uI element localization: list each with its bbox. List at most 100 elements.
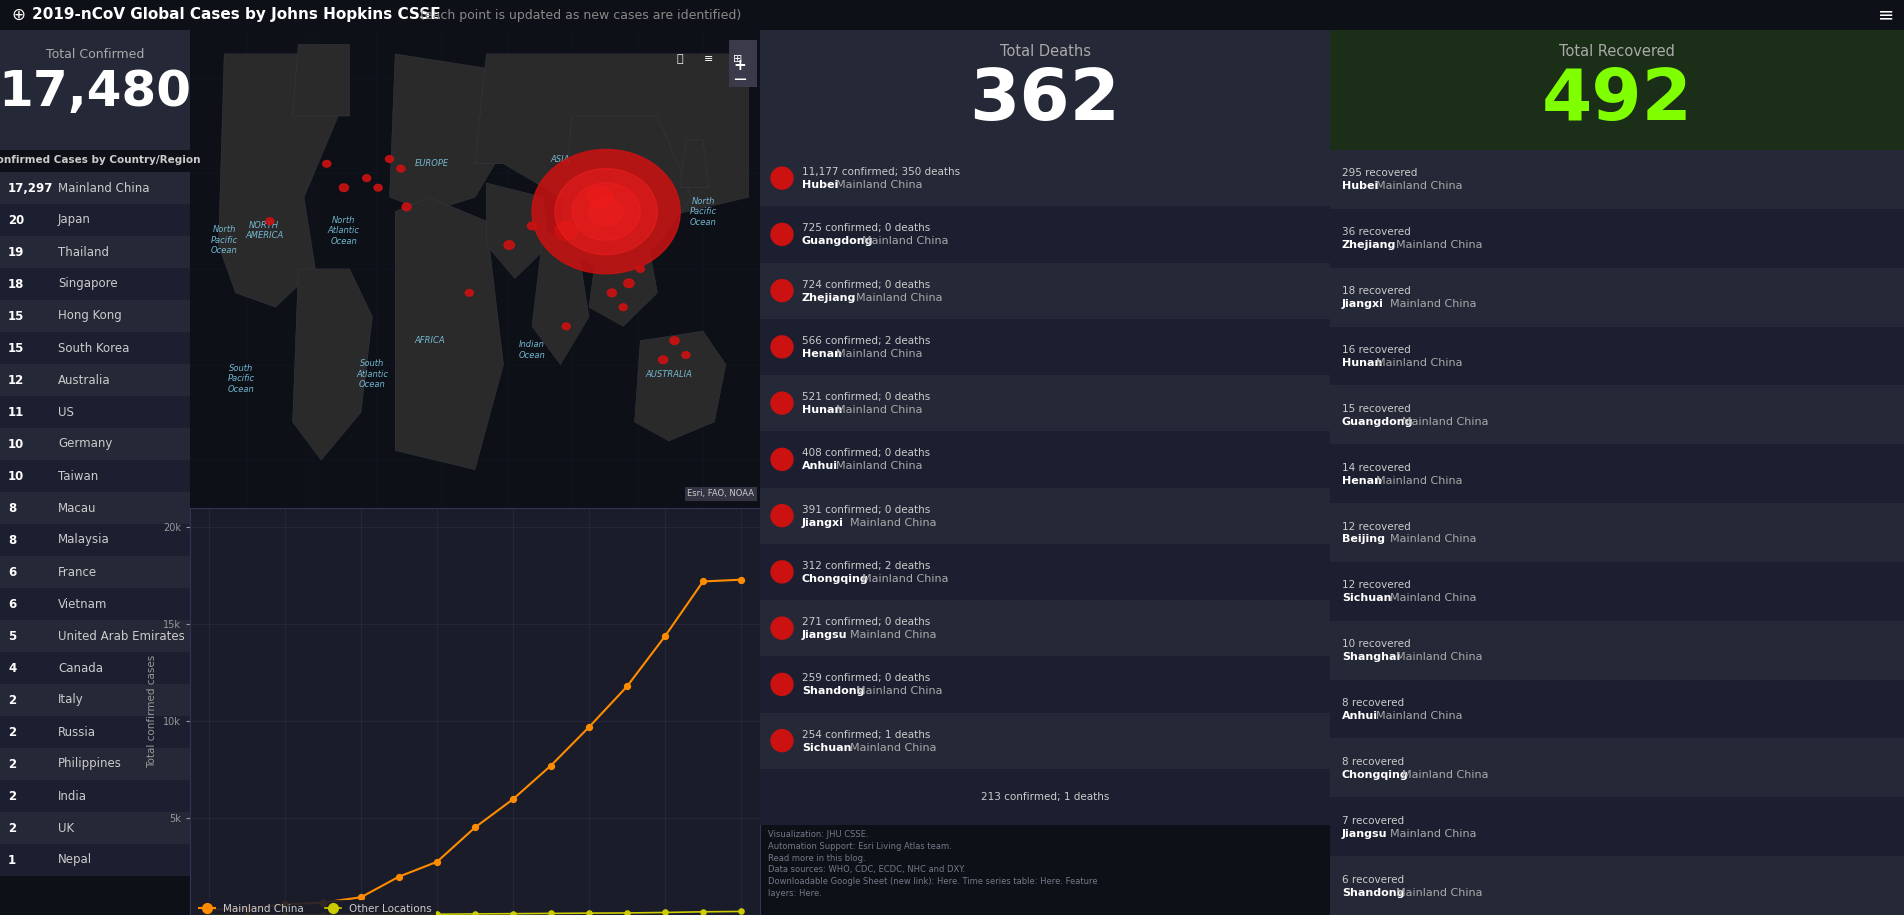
Polygon shape [486, 183, 548, 278]
Bar [0, 812, 190, 844]
Text: Anhui: Anhui [1342, 711, 1378, 721]
Circle shape [607, 289, 617, 296]
Text: Russia: Russia [57, 726, 95, 738]
Bar [760, 656, 1331, 713]
Point [459, 820, 489, 834]
Circle shape [619, 304, 626, 310]
Text: 12: 12 [8, 373, 25, 386]
Point [423, 855, 453, 869]
Text: Jiangsu: Jiangsu [802, 630, 847, 640]
Circle shape [571, 183, 640, 241]
Point [423, 907, 453, 915]
Text: 15: 15 [8, 341, 25, 354]
Text: 2: 2 [8, 758, 15, 770]
Text: 7 recovered: 7 recovered [1342, 816, 1403, 825]
Point [497, 791, 527, 806]
Polygon shape [390, 54, 503, 211]
Text: Mainland China: Mainland China [1377, 358, 1462, 368]
Bar [0, 30, 190, 150]
Bar [760, 431, 1331, 488]
Bar [0, 652, 190, 684]
Bar [0, 268, 190, 300]
Text: North
Pacific
Ocean: North Pacific Ocean [211, 225, 238, 255]
Text: 2: 2 [8, 822, 15, 834]
Text: 521 confirmed; 0 deaths: 521 confirmed; 0 deaths [802, 393, 931, 402]
Polygon shape [396, 198, 503, 469]
Point [385, 907, 415, 915]
Text: Mainland China: Mainland China [1403, 417, 1489, 426]
Text: Jiangxi: Jiangxi [802, 518, 843, 528]
Circle shape [771, 505, 792, 527]
Text: −: − [733, 71, 748, 89]
Bar [760, 150, 1331, 206]
Text: Mainland China: Mainland China [1396, 888, 1483, 898]
Text: Henan: Henan [802, 349, 842, 359]
Text: Mainland China: Mainland China [1396, 652, 1483, 662]
Text: Mainland China: Mainland China [57, 181, 150, 195]
Bar [760, 600, 1331, 656]
Bar [1331, 385, 1904, 444]
Point [611, 679, 642, 694]
Bar [0, 716, 190, 748]
Text: Mainland China: Mainland China [863, 236, 948, 246]
Text: Jiangsu: Jiangsu [1342, 829, 1388, 839]
Text: Mainland China: Mainland China [863, 574, 948, 584]
Circle shape [771, 167, 792, 189]
Text: Hunan: Hunan [802, 405, 842, 415]
Text: Sichuan: Sichuan [1342, 593, 1392, 603]
Text: 2: 2 [8, 726, 15, 738]
Text: South Korea: South Korea [57, 341, 129, 354]
Text: Hubei: Hubei [802, 180, 838, 190]
Circle shape [402, 203, 411, 210]
Text: 259 confirmed; 0 deaths: 259 confirmed; 0 deaths [802, 673, 931, 684]
Point [687, 905, 718, 915]
Text: Hunan: Hunan [1342, 358, 1382, 368]
Point [535, 759, 565, 773]
Circle shape [396, 166, 406, 172]
Text: 8 recovered: 8 recovered [1342, 757, 1403, 767]
Text: Mainland China: Mainland China [836, 405, 923, 415]
Bar [0, 844, 190, 876]
Text: Thailand: Thailand [57, 245, 109, 259]
Point [459, 907, 489, 915]
Text: Mainland China: Mainland China [857, 293, 942, 303]
Text: Japan: Japan [57, 213, 91, 227]
Text: Singapore: Singapore [57, 277, 118, 290]
Y-axis label: Total confirmed cases: Total confirmed cases [147, 655, 158, 768]
Bar [760, 713, 1331, 769]
Point [573, 720, 604, 735]
Point [194, 902, 225, 915]
Circle shape [362, 175, 371, 181]
Bar [0, 236, 190, 268]
Text: 271 confirmed; 0 deaths: 271 confirmed; 0 deaths [802, 617, 931, 627]
Text: 15: 15 [8, 309, 25, 322]
Circle shape [625, 279, 634, 287]
Circle shape [465, 289, 474, 296]
Text: EUROPE: EUROPE [415, 159, 449, 168]
Point [725, 573, 756, 587]
Bar [760, 206, 1331, 263]
Text: 11: 11 [8, 405, 25, 418]
Text: Mainland China: Mainland China [857, 686, 942, 696]
Text: Chongqing: Chongqing [1342, 770, 1409, 780]
Text: India: India [57, 790, 88, 802]
Text: Mainland China: Mainland China [849, 630, 937, 640]
Text: Germany: Germany [57, 437, 112, 450]
Text: 724 confirmed; 0 deaths: 724 confirmed; 0 deaths [802, 280, 931, 290]
Text: 10: 10 [8, 437, 25, 450]
Text: 15 recovered: 15 recovered [1342, 404, 1411, 414]
Bar [1331, 680, 1904, 738]
Circle shape [771, 617, 792, 639]
Polygon shape [293, 269, 373, 460]
Text: 391 confirmed; 0 deaths: 391 confirmed; 0 deaths [802, 505, 931, 514]
Text: South
Pacific
Ocean: South Pacific Ocean [228, 364, 255, 393]
Text: 17,297: 17,297 [8, 181, 53, 195]
Text: Mainland China: Mainland China [836, 180, 923, 190]
Text: Mainland China: Mainland China [849, 518, 937, 528]
Text: 11,177 confirmed; 350 deaths: 11,177 confirmed; 350 deaths [802, 167, 960, 178]
Text: ⊞: ⊞ [733, 54, 743, 64]
Bar [1331, 856, 1904, 915]
Text: 312 confirmed; 2 deaths: 312 confirmed; 2 deaths [802, 561, 931, 571]
Bar [0, 748, 190, 780]
Circle shape [682, 351, 689, 359]
